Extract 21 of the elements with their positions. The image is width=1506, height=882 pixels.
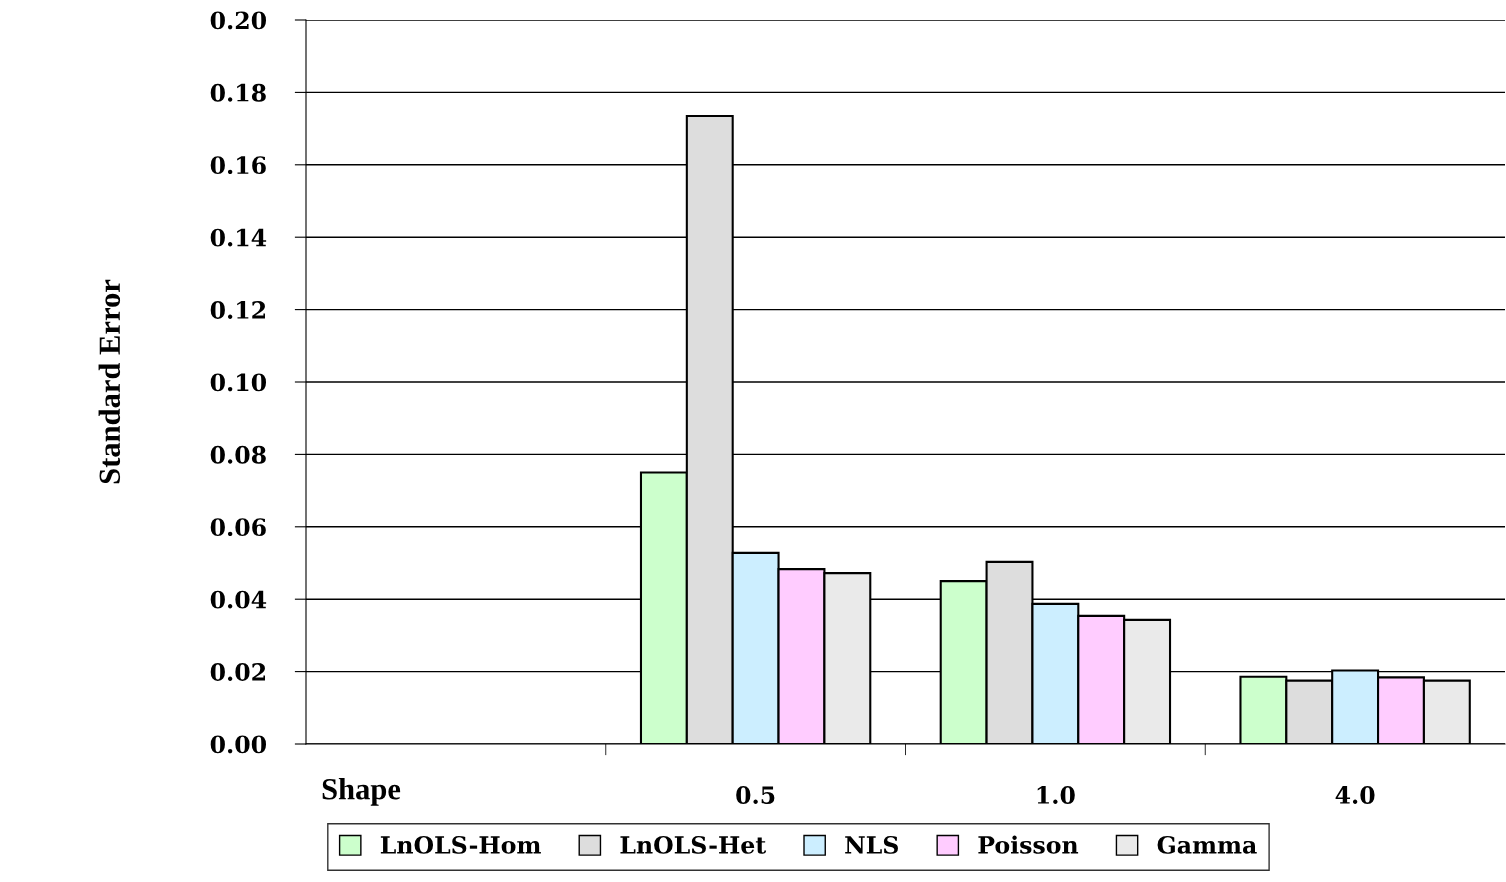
y-tick-label: 0.08	[210, 445, 266, 464]
y-tick-label: 0.18	[210, 83, 266, 102]
y-tick-label: 0.06	[210, 518, 266, 537]
legend-label: NLS	[845, 835, 898, 854]
y-tick-label: 0.16	[210, 156, 266, 175]
x-tick-label: 0.5	[736, 786, 775, 804]
x-axis-title: Shape	[322, 778, 401, 806]
legend-label: LnOLS-Hom	[380, 835, 541, 854]
y-tick-label: 0.02	[210, 663, 265, 681]
legend-label: Gamma	[1157, 835, 1257, 854]
x-tick-label: 4.0	[1335, 786, 1375, 804]
x-tick-label: 1.0	[1037, 786, 1075, 804]
legend-label: Poisson	[978, 835, 1079, 854]
y-tick-label: 0.04	[210, 590, 267, 609]
y-tick-label: 0.20	[210, 11, 267, 30]
y-tick-label: 0.00	[210, 735, 267, 754]
legend-label: LnOLS-Het	[620, 835, 767, 854]
y-axis-title: Standard Error	[98, 279, 121, 484]
y-tick-label: 0.14	[210, 228, 267, 247]
y-tick-label: 0.12	[210, 301, 265, 319]
y-tick-label: 0.10	[210, 373, 267, 392]
